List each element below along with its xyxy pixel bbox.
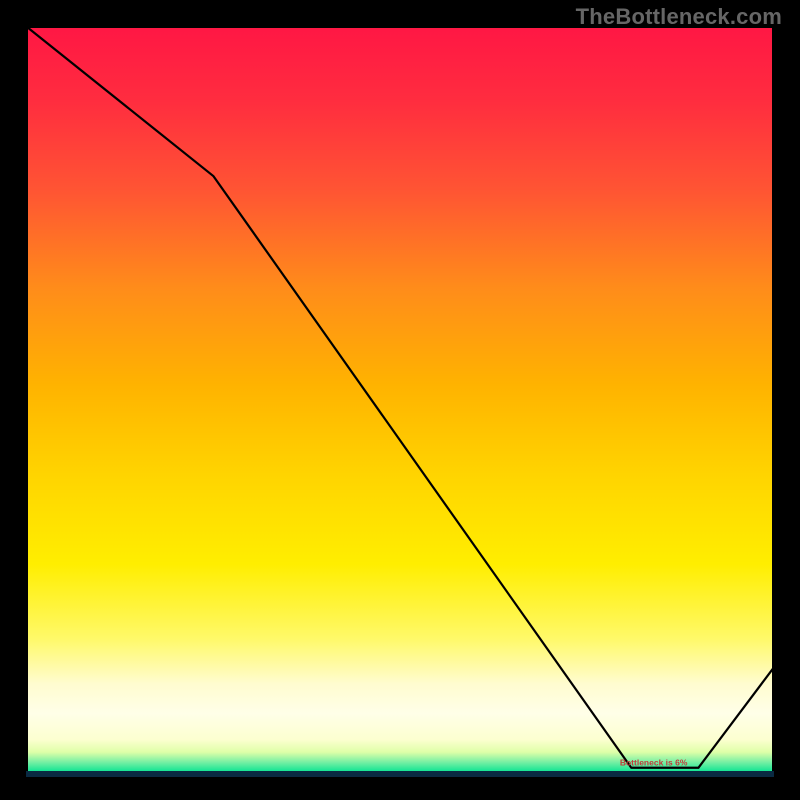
bottleneck-chart: Bottleneck is 6% — [0, 0, 800, 800]
bottleneck-value-label: Bottleneck is 6% — [620, 758, 688, 768]
chart-background — [27, 27, 773, 773]
watermark-text: TheBottleneck.com — [576, 4, 782, 30]
chart-bottom-border — [26, 771, 774, 777]
